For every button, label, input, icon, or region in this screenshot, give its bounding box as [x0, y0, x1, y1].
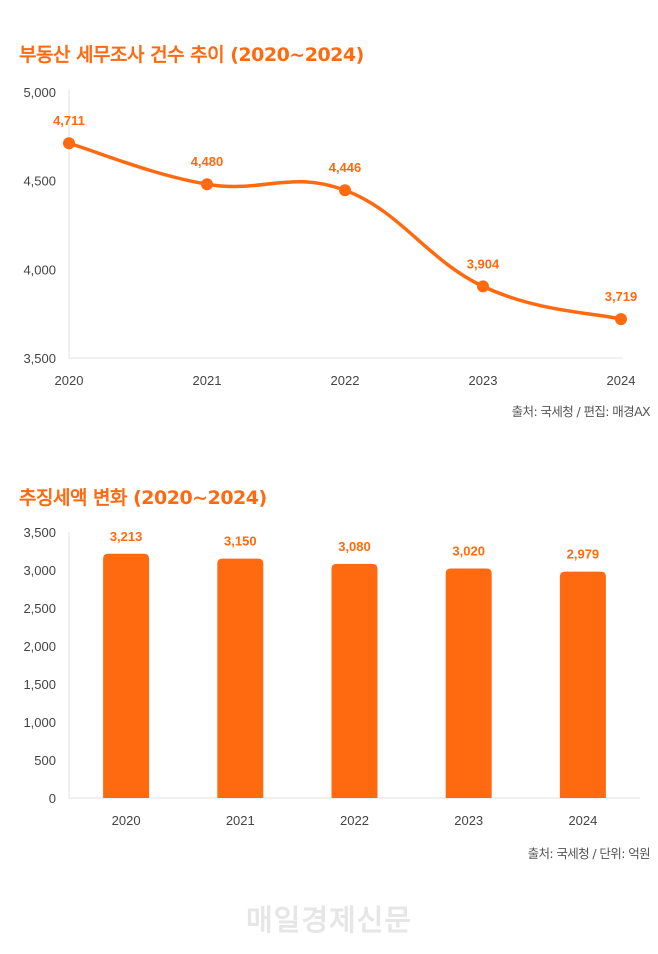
data-label: 4,711: [53, 113, 85, 128]
data-point: [477, 280, 489, 293]
x-tick-label: 2022: [340, 813, 369, 828]
x-tick-label: 2022: [331, 373, 360, 388]
data-label: 2,979: [567, 547, 600, 562]
y-tick-label: 3,000: [23, 563, 56, 578]
line-chart-title: 부동산 세무조사 건수 추이 (2020~2024): [19, 44, 364, 66]
data-label: 3,080: [338, 539, 371, 554]
x-tick-label: 2020: [55, 373, 84, 388]
bar-chart-title: 추징세액 변화 (2020~2024): [19, 487, 267, 509]
bar: [331, 563, 378, 798]
y-tick-label: 1,500: [23, 677, 56, 692]
bar: [445, 568, 492, 798]
y-tick-label: 3,500: [23, 351, 56, 366]
y-tick-label: 3,500: [23, 525, 56, 540]
bar: [559, 571, 606, 798]
x-tick-label: 2020: [112, 813, 141, 828]
data-label: 4,480: [191, 154, 224, 169]
x-tick-label: 2024: [607, 373, 636, 388]
bar-chart-source: 출처: 국세청 / 단위: 억원: [527, 846, 651, 861]
data-point: [63, 137, 75, 150]
data-label: 4,446: [329, 160, 362, 175]
data-label: 3,213: [110, 529, 143, 544]
y-tick-label: 2,500: [23, 601, 56, 616]
x-tick-label: 2021: [226, 813, 255, 828]
watermark-logo: 매일경제신문: [245, 903, 413, 937]
x-tick-label: 2021: [193, 373, 222, 388]
y-tick-label: 4,500: [23, 174, 56, 189]
y-tick-label: 0: [49, 791, 56, 806]
y-tick-label: 1,000: [23, 715, 56, 730]
y-tick-label: 500: [34, 753, 56, 768]
data-point: [339, 184, 351, 197]
bar: [103, 553, 150, 798]
line-chart-source: 출처: 국세청 / 편집: 매경AX: [511, 404, 651, 419]
data-point: [615, 313, 627, 326]
data-label: 3,150: [224, 534, 257, 549]
y-tick-label: 5,000: [23, 85, 56, 100]
data-label: 3,904: [467, 256, 500, 271]
data-label: 3,719: [605, 289, 638, 304]
x-tick-label: 2023: [469, 373, 498, 388]
y-tick-label: 2,000: [23, 639, 56, 654]
x-tick-label: 2023: [454, 813, 483, 828]
x-tick-label: 2024: [568, 813, 597, 828]
data-point: [201, 178, 213, 191]
bar-chart: 0 500 1,000 1,500 2,000 2,500 3,000 3,500 2020 20…: [23, 525, 640, 828]
bar: [217, 558, 264, 798]
data-label: 3,020: [452, 543, 485, 558]
line-chart: 3,500 4,000 4,500 5,000 2020 2021 2022 2023 2024…: [23, 85, 638, 388]
y-tick-label: 4,000: [23, 262, 56, 277]
